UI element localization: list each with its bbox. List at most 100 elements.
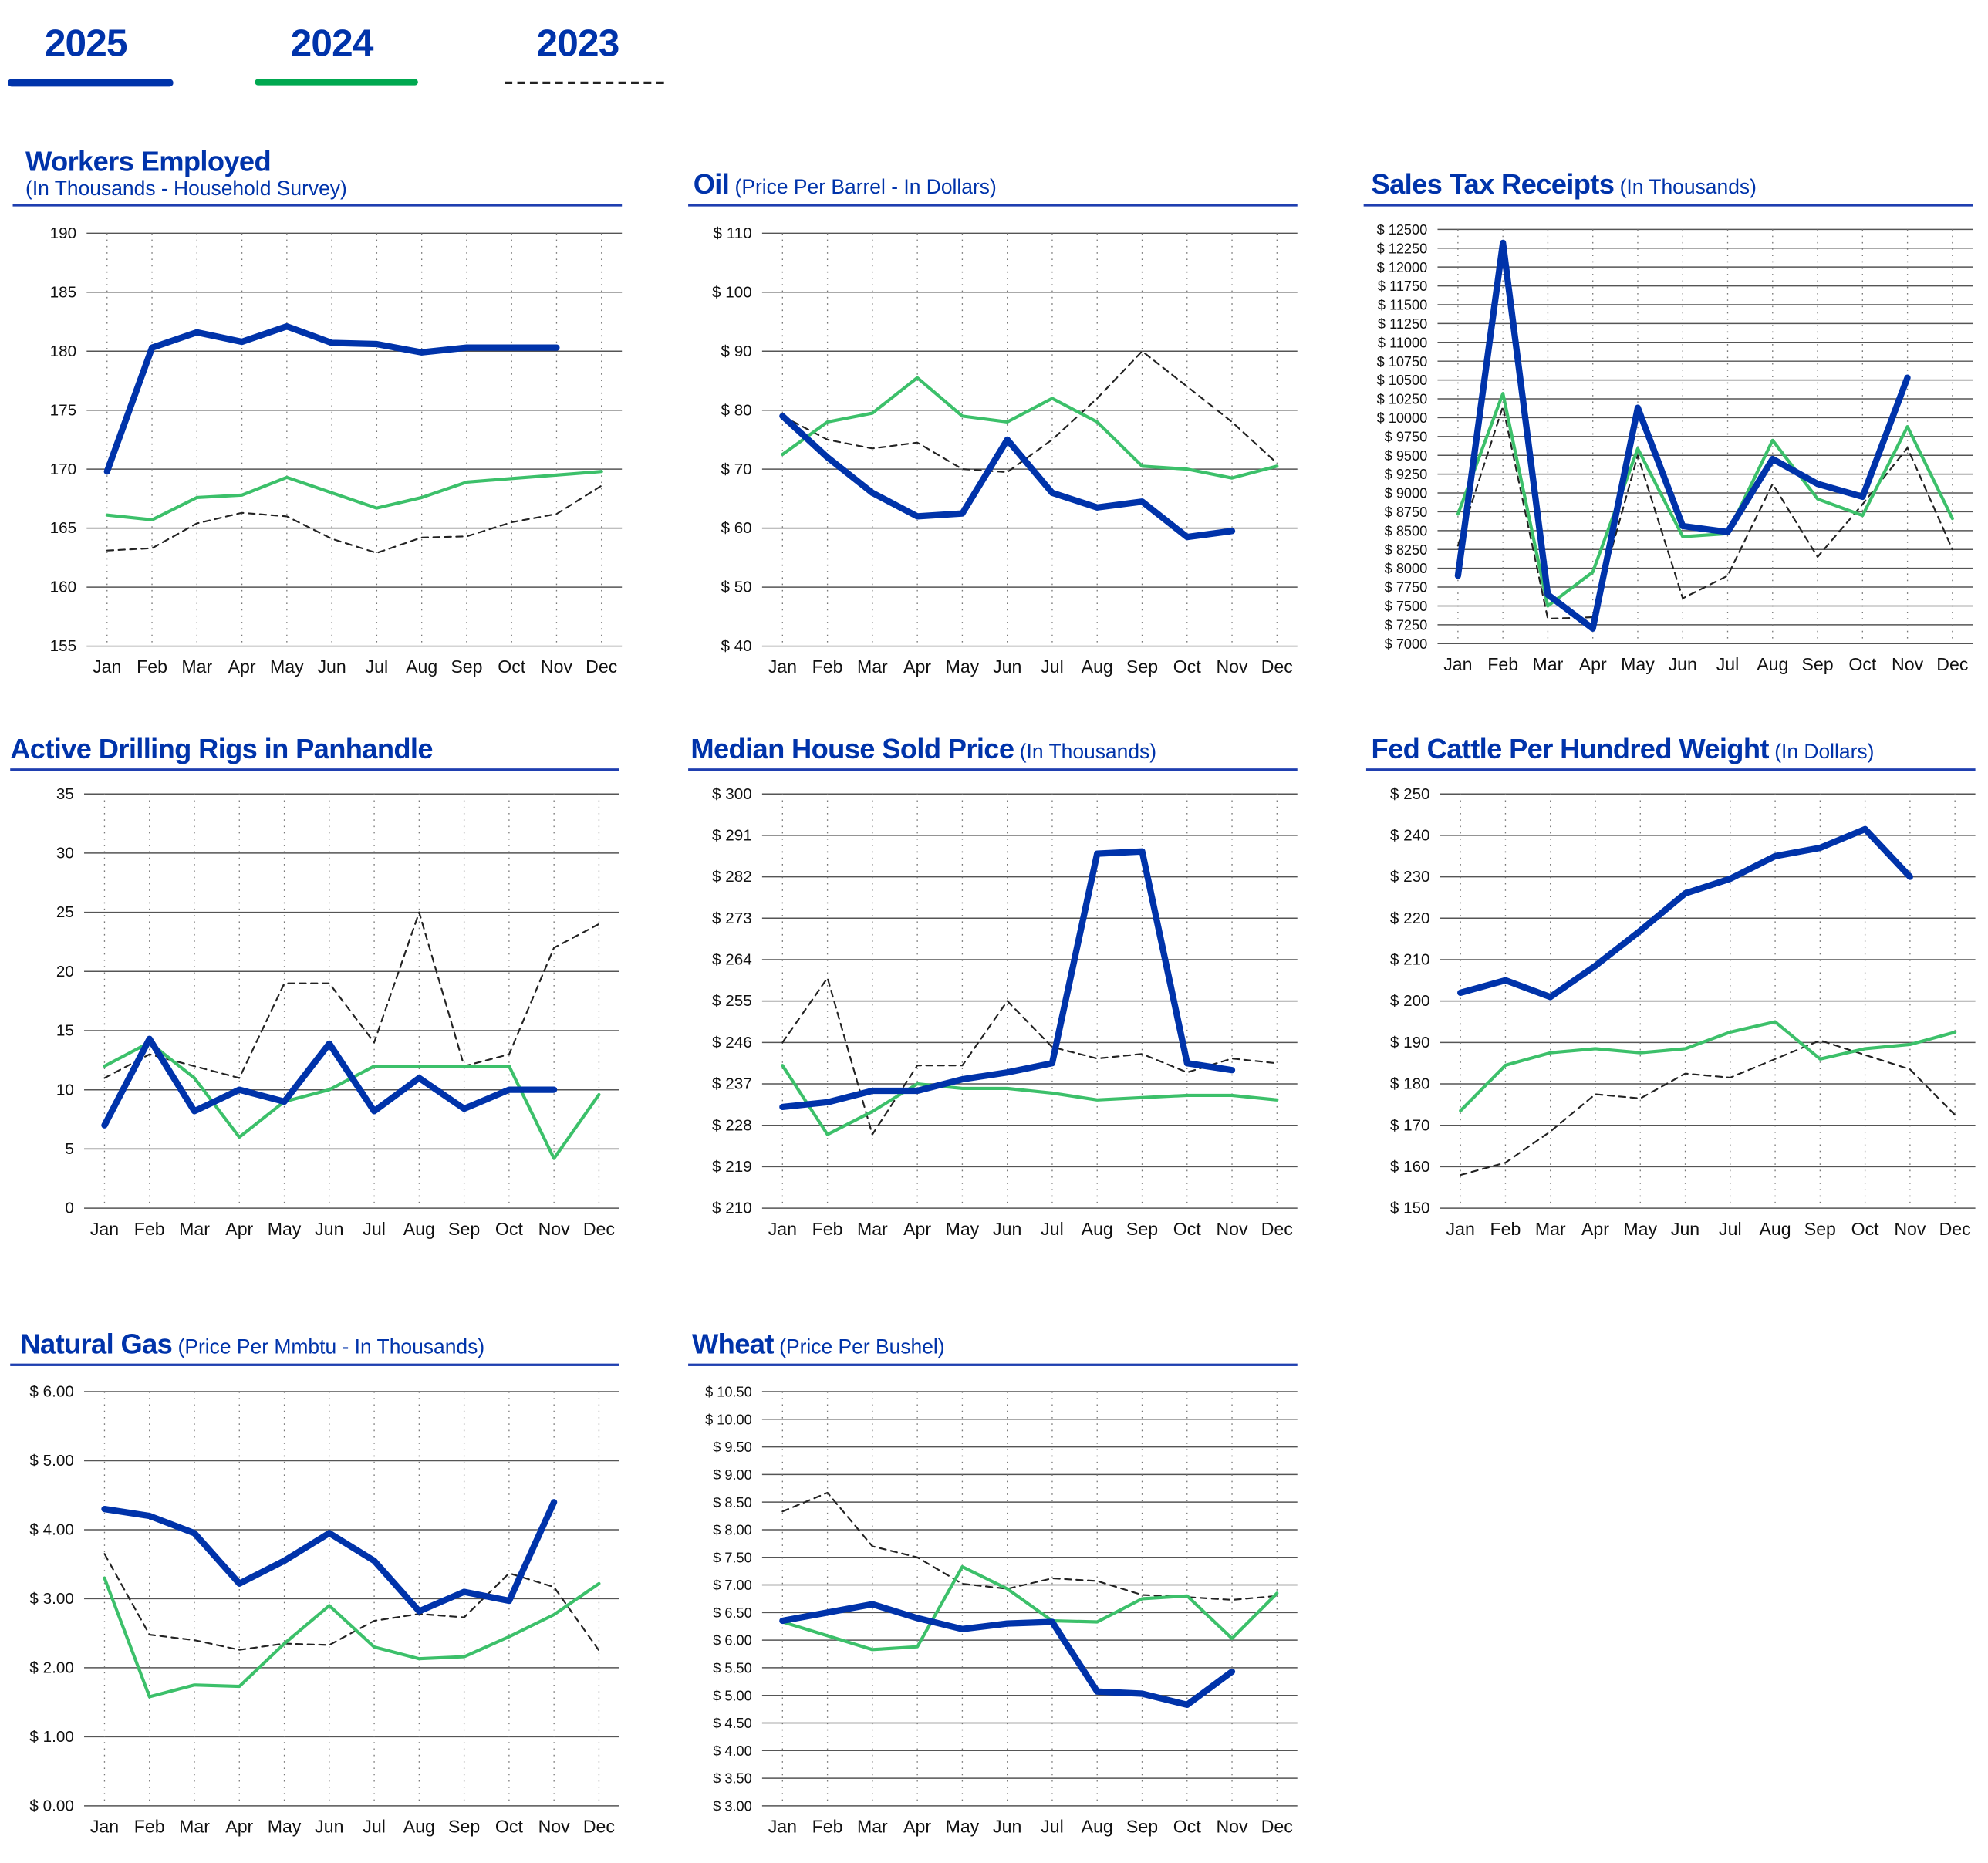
x-tick-label: Jun (1671, 1219, 1699, 1239)
chart-title-main: Natural Gas (20, 1328, 173, 1360)
y-tick-label: $ 9750 (1385, 429, 1428, 444)
y-tick-label: $ 1.00 (29, 1728, 73, 1746)
x-tick-label: Nov (1216, 1219, 1248, 1239)
x-tick-label: Feb (1490, 1219, 1521, 1239)
y-tick-label: $ 190 (1390, 1034, 1430, 1051)
x-tick-label: Sep (451, 656, 482, 677)
y-tick-label: 25 (56, 903, 74, 921)
y-tick-label: $ 246 (712, 1034, 752, 1051)
y-tick-label: $ 9500 (1385, 448, 1428, 464)
y-tick-label: $ 11000 (1378, 335, 1427, 350)
y-tick-label: $ 8.00 (713, 1523, 751, 1538)
y-tick-label: 10 (56, 1081, 74, 1099)
x-tick-label: Apr (225, 1219, 253, 1239)
x-tick-label: Jul (1041, 656, 1064, 677)
y-tick-label: $ 7750 (1385, 580, 1428, 596)
y-tick-label: $ 9250 (1385, 467, 1428, 482)
chart-plot: 0 5 10 15 20 25 30 35 Jan Feb Mar Apr May Jun Jul Aug Se… (56, 785, 619, 1239)
x-tick-label: Oct (495, 1219, 524, 1239)
y-tick-label: $ 0.00 (29, 1797, 73, 1814)
x-tick-label: Apr (1581, 1219, 1609, 1239)
x-tick-label: Dec (583, 1219, 615, 1239)
x-tick-label: Sep (448, 1817, 480, 1837)
x-tick-label: Jan (1443, 654, 1472, 674)
series-line-2023 (1456, 405, 1953, 620)
y-tick-label: $ 160 (1390, 1158, 1430, 1176)
chart-title: Workers Employed (In Thousands - Househol… (25, 145, 347, 201)
x-tick-label: Aug (403, 1817, 435, 1837)
series-line-2025 (101, 1499, 558, 1615)
y-tick-label: $ 300 (712, 785, 752, 803)
chart-title-main: Sales Tax Receipts (1371, 168, 1615, 201)
x-tick-label: Jan (1446, 1219, 1475, 1239)
x-tick-label: Jul (366, 656, 389, 677)
y-tick-label: $ 5.00 (29, 1452, 73, 1470)
x-tick-label: Mar (857, 656, 888, 677)
x-tick-label: Apr (228, 656, 256, 677)
y-tick-label: 155 (50, 637, 76, 655)
series-line-2023 (103, 1553, 600, 1652)
x-tick-label: May (270, 656, 304, 677)
y-tick-label: $ 10.50 (705, 1385, 752, 1400)
series-line-2024 (105, 470, 603, 521)
x-tick-label: Mar (181, 656, 212, 677)
series-line-2023 (781, 977, 1278, 1136)
chart-wheat: Wheat (Price Per Bushel) $ 3.00 $ 3.50 $ 4… (688, 1328, 1298, 1837)
chart-title: Sales Tax Receipts (In Thousands) (1372, 168, 1757, 201)
y-tick-label: 190 (50, 224, 76, 242)
y-tick-label: $ 6.00 (713, 1633, 751, 1649)
x-tick-label: Nov (1216, 656, 1248, 677)
y-tick-label: 35 (56, 785, 74, 803)
x-tick-label: Mar (857, 1817, 888, 1837)
chart-median-house-price: Median House Sold Price (In Thousands) $… (688, 733, 1298, 1239)
y-tick-label: $ 80 (721, 401, 751, 419)
x-tick-label: May (946, 656, 980, 677)
y-tick-label: $ 70 (721, 461, 751, 478)
series-line-2024 (103, 1041, 601, 1160)
x-tick-label: Jul (1719, 1219, 1742, 1239)
chart-plot: $ 7000 $ 7250 $ 7500 $ 7750 $ 8000 $ 8250 $ 85… (1377, 222, 1973, 674)
chart-plot: $ 0.00 $ 1.00 $ 2.00 $ 3.00 $ 4.00 $ 5.00 $ 6.… (29, 1383, 619, 1837)
x-tick-label: Jun (315, 1219, 343, 1239)
chart-subtitle: (In Dollars) (1774, 741, 1875, 764)
y-tick-label: $ 282 (712, 868, 752, 886)
chart-title: Fed Cattle Per Hundred Weight (In Dollar… (1372, 733, 1875, 766)
x-tick-label: Apr (903, 1219, 931, 1239)
y-tick-label: $ 9.00 (713, 1467, 751, 1483)
y-tick-label: $ 100 (712, 283, 752, 301)
x-tick-label: Dec (586, 656, 617, 677)
y-tick-label: $ 9000 (1385, 486, 1428, 501)
y-tick-label: $ 40 (721, 637, 751, 655)
series-line-2023 (781, 350, 1278, 474)
chart-fed-cattle: Fed Cattle Per Hundred Weight (In Dollar… (1365, 733, 1976, 1239)
chart-subtitle: (In Thousands - Household Survey) (25, 178, 347, 201)
y-tick-label: 165 (50, 519, 76, 537)
series-line-2024 (781, 1564, 1279, 1652)
chart-title-main: Median House Sold Price (690, 732, 1014, 765)
x-tick-label: Sep (1126, 1219, 1158, 1239)
x-tick-label: Aug (1757, 654, 1788, 674)
y-tick-label: $ 219 (712, 1158, 752, 1176)
x-tick-label: Jun (317, 656, 346, 677)
y-tick-label: $ 8500 (1385, 523, 1428, 538)
y-tick-label: 5 (65, 1140, 73, 1158)
chart-title: Oil (Price Per Barrel - In Dollars) (694, 168, 997, 201)
y-tick-label: $ 9.50 (713, 1439, 751, 1455)
x-tick-label: Jun (1669, 654, 1697, 674)
y-tick-label: 170 (50, 461, 76, 478)
x-tick-label: Apr (1579, 654, 1607, 674)
x-tick-label: May (268, 1817, 302, 1837)
y-tick-label: $ 2.00 (29, 1659, 73, 1677)
x-tick-label: Jun (993, 1219, 1021, 1239)
x-tick-label: Jun (993, 656, 1021, 677)
y-tick-label: $ 264 (712, 951, 752, 969)
y-tick-label: 160 (50, 579, 76, 596)
x-tick-label: Jul (363, 1817, 386, 1837)
legend-swatch-2023 (505, 81, 664, 85)
series-line-2023 (1460, 1039, 1956, 1176)
legend-swatch-2024 (255, 79, 418, 86)
y-tick-label: $ 12500 (1377, 222, 1428, 238)
x-tick-label: Dec (1261, 1219, 1293, 1239)
x-tick-label: May (946, 1219, 980, 1239)
